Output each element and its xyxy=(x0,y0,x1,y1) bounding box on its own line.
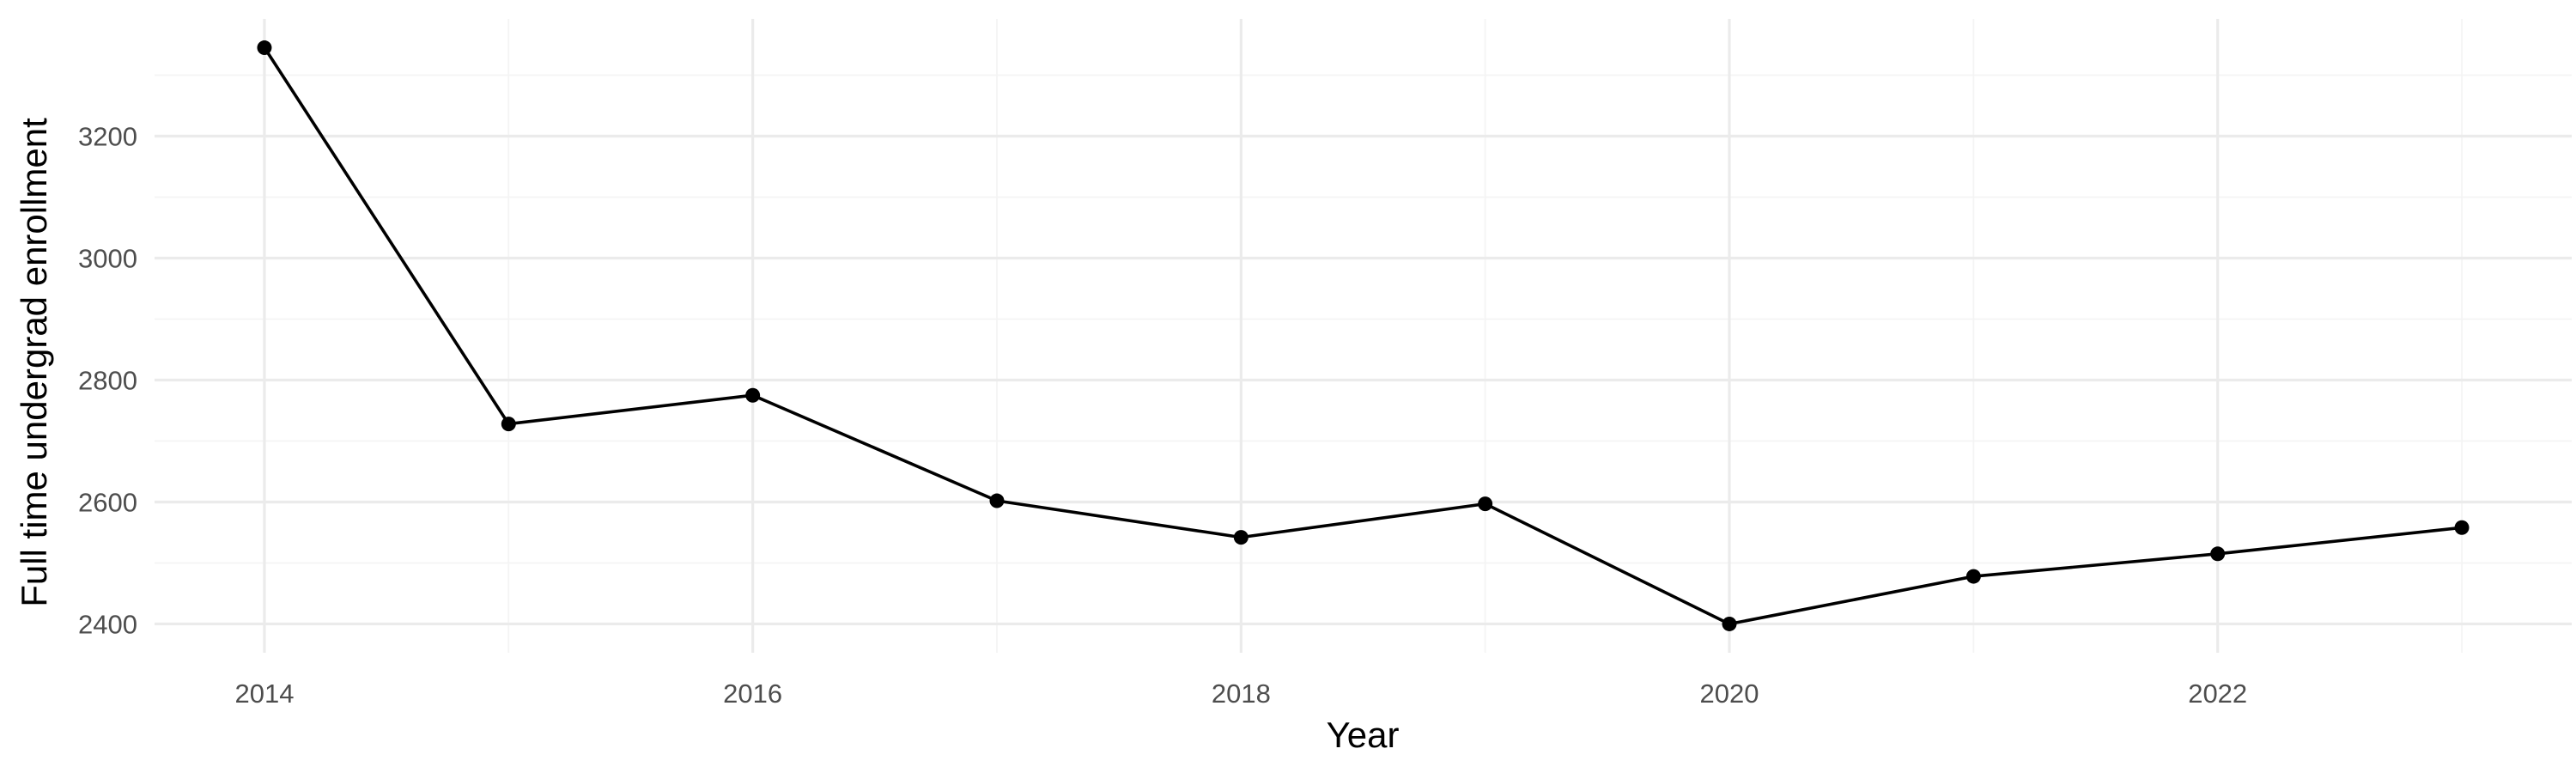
data-point xyxy=(1233,530,1249,545)
y-tick-label: 3200 xyxy=(78,121,137,151)
x-tick-label: 2014 xyxy=(234,679,294,709)
x-tick-label: 2016 xyxy=(723,679,782,709)
minor-gridlines xyxy=(155,19,2572,653)
data-point xyxy=(2454,520,2470,535)
x-axis-tick-labels: 2014 2016 2018 2020 2022 xyxy=(234,679,2247,709)
data-point xyxy=(745,387,761,403)
data-point xyxy=(501,417,516,432)
x-tick-label: 2020 xyxy=(1700,679,1759,709)
data-point xyxy=(989,493,1005,508)
y-axis-tick-labels: 2400 2600 2800 3000 3200 xyxy=(78,121,137,639)
major-gridlines xyxy=(155,19,2572,653)
data-point xyxy=(1722,616,1737,631)
y-tick-label: 3000 xyxy=(78,243,137,273)
x-axis-title: Year xyxy=(1327,715,1400,755)
x-tick-label: 2022 xyxy=(2188,679,2247,709)
y-tick-label: 2400 xyxy=(78,609,137,639)
y-tick-label: 2600 xyxy=(78,487,137,517)
y-axis-title: Full time undergrad enrollment xyxy=(14,118,54,607)
x-tick-label: 2018 xyxy=(1212,679,1271,709)
data-point xyxy=(1965,569,1981,584)
data-point xyxy=(1478,496,1493,512)
y-tick-label: 2800 xyxy=(78,365,137,395)
data-point xyxy=(2210,546,2226,562)
series-layer xyxy=(257,40,2470,631)
series-line xyxy=(263,46,2463,626)
data-point xyxy=(257,40,272,56)
